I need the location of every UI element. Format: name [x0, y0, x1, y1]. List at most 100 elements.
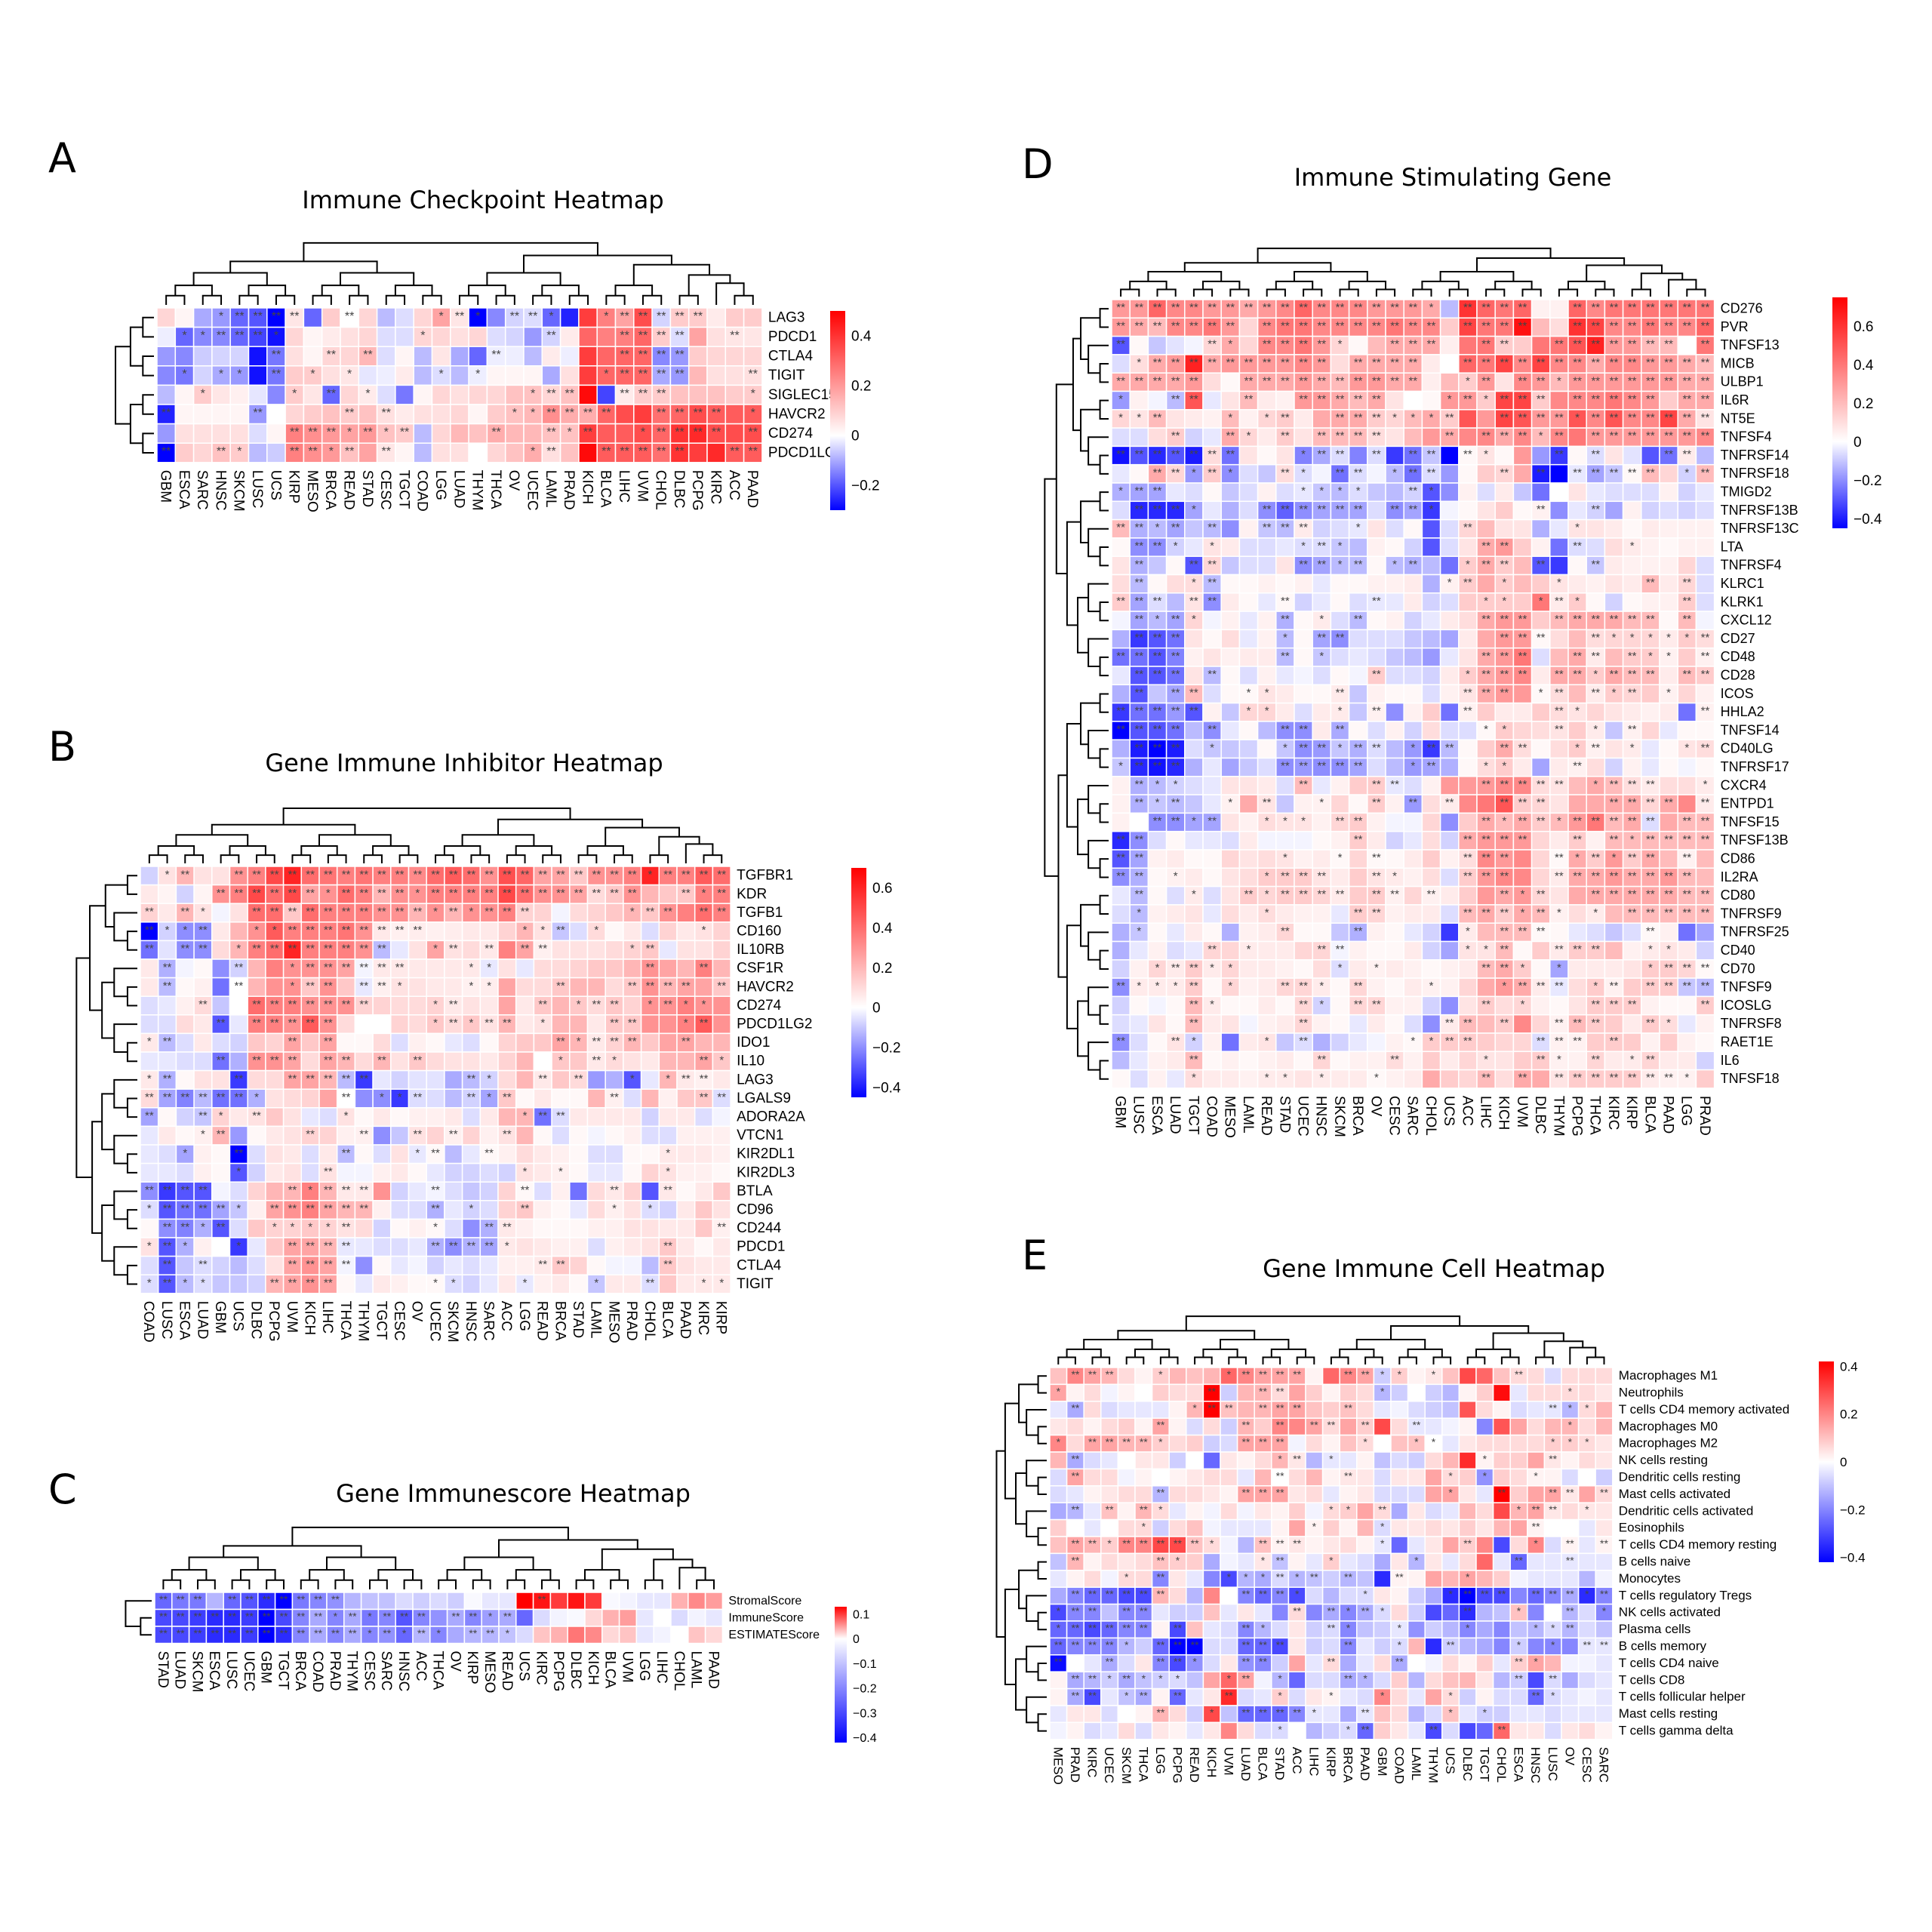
heatmap-cell — [1083, 1401, 1102, 1419]
heatmap-svg: ****************************************… — [995, 1315, 1866, 1785]
dendrogram-branch — [1432, 1356, 1452, 1364]
heatmap-cell — [1254, 1603, 1272, 1622]
heatmap-cell — [1356, 1485, 1375, 1503]
significance-mark: * — [1278, 1453, 1282, 1465]
significance-mark: ** — [1532, 1520, 1540, 1532]
heatmap-cell — [1424, 1620, 1443, 1639]
heatmap-cell — [1475, 1518, 1494, 1537]
heatmap-cell — [1390, 1586, 1409, 1605]
dendrogram-branch — [1091, 1356, 1111, 1364]
heatmap-cell — [1151, 1451, 1170, 1470]
dendrogram-branch — [1500, 1356, 1520, 1364]
significance-mark: * — [1398, 1622, 1402, 1634]
heatmap-cell — [504, 365, 525, 386]
heatmap-cell — [1390, 1552, 1409, 1571]
heatmap-cell — [1083, 1468, 1102, 1487]
heatmap-cell — [1509, 1401, 1528, 1419]
heatmap-cell — [1492, 1434, 1511, 1453]
heatmap-cell — [1287, 1552, 1306, 1571]
heatmap-cell — [1220, 1620, 1238, 1639]
significance-mark: ** — [1088, 1537, 1097, 1549]
heatmap-cell — [1168, 1451, 1187, 1470]
heatmap-cell — [1527, 1570, 1546, 1588]
dendrogram-branch — [1026, 1645, 1047, 1673]
heatmap-cell — [1168, 1502, 1187, 1521]
dendrogram-branch — [1057, 1356, 1076, 1364]
heatmap-cell — [1441, 1620, 1460, 1639]
heatmap-cell — [1407, 1468, 1426, 1487]
significance-mark: ** — [1156, 1537, 1164, 1549]
significance-mark: * — [1448, 1469, 1453, 1481]
heatmap-cell — [1186, 1586, 1204, 1605]
significance-mark: ** — [1259, 1402, 1267, 1414]
significance-mark: * — [1329, 1503, 1334, 1515]
significance-mark: ** — [1071, 1402, 1079, 1414]
significance-mark: ** — [235, 329, 244, 342]
significance-mark: ** — [1276, 1435, 1284, 1447]
significance-mark: ** — [1497, 1487, 1506, 1499]
heatmap-cell — [229, 384, 250, 405]
heatmap-cell — [1117, 1552, 1136, 1571]
significance-mark: * — [182, 368, 186, 381]
significance-mark: * — [1432, 1368, 1436, 1380]
dendrogram-branch — [1018, 1383, 1038, 1423]
heatmap-cell — [1049, 1570, 1068, 1588]
dendrogram-branch — [1586, 1356, 1605, 1364]
significance-mark: * — [1346, 1503, 1351, 1515]
heatmap-cell — [1083, 1518, 1102, 1537]
heatmap-cell — [1441, 1383, 1460, 1402]
significance-mark: * — [1585, 1503, 1589, 1515]
significance-mark: * — [1380, 1385, 1385, 1397]
significance-mark: ** — [1088, 1622, 1097, 1634]
significance-mark: ** — [528, 310, 537, 323]
significance-mark: ** — [1174, 1622, 1182, 1634]
heatmap-cell — [1509, 1468, 1528, 1487]
significance-mark: ** — [1293, 1604, 1301, 1617]
heatmap-cell — [1407, 1603, 1426, 1622]
heatmap-cell — [1458, 1518, 1477, 1537]
dendrogram-branch — [1398, 1356, 1417, 1364]
heatmap-cell — [1287, 1417, 1306, 1436]
heatmap-cell — [1202, 1417, 1221, 1436]
heatmap-cell — [1134, 1570, 1153, 1588]
heatmap-cell — [1424, 1502, 1443, 1521]
significance-mark: ** — [1310, 1419, 1318, 1431]
heatmap-cell — [1492, 1570, 1511, 1588]
dendrogram-branch — [1228, 1356, 1247, 1364]
significance-mark: * — [1124, 1571, 1129, 1583]
heatmap-cell — [1492, 1367, 1511, 1386]
significance-mark: ** — [1259, 1487, 1267, 1499]
dendrogram-branch — [1015, 1472, 1027, 1525]
dendrogram-branch — [1037, 1476, 1047, 1495]
heatmap-cell — [1373, 1485, 1392, 1503]
significance-mark: * — [1363, 1435, 1367, 1447]
heatmap-cell — [1339, 1552, 1358, 1571]
heatmap-cell — [1083, 1451, 1102, 1470]
heatmap-cell — [1424, 1586, 1443, 1605]
significance-mark: ** — [1276, 1385, 1284, 1397]
heatmap-cell — [1407, 1536, 1426, 1555]
dendrogram-branch — [1083, 1338, 1153, 1349]
heatmap-cell — [1100, 1383, 1119, 1402]
heatmap-cell — [1220, 1451, 1238, 1470]
heatmap-cell — [1390, 1536, 1409, 1555]
heatmap-cell — [1271, 1518, 1290, 1537]
heatmap-cell — [1339, 1518, 1358, 1537]
significance-mark: ** — [1122, 1604, 1131, 1617]
heatmap-cell — [1441, 1417, 1460, 1436]
heatmap-cell — [358, 384, 378, 405]
significance-mark: ** — [1515, 1368, 1523, 1380]
heatmap-cell — [1492, 1502, 1511, 1521]
heatmap-cell — [1424, 1570, 1443, 1588]
heatmap-cell — [1543, 1468, 1562, 1487]
heatmap-cell — [1390, 1603, 1409, 1622]
row-dendrogram — [115, 316, 154, 454]
heatmap-cell — [1321, 1383, 1340, 1402]
significance-mark: ** — [1293, 1453, 1301, 1465]
heatmap-cell — [1220, 1502, 1238, 1521]
significance-mark: ** — [1344, 1571, 1352, 1583]
significance-mark: ** — [1481, 1588, 1489, 1600]
significance-mark: ** — [1276, 1368, 1284, 1380]
significance-mark: * — [219, 310, 223, 323]
significance-mark: ** — [1208, 1402, 1216, 1414]
